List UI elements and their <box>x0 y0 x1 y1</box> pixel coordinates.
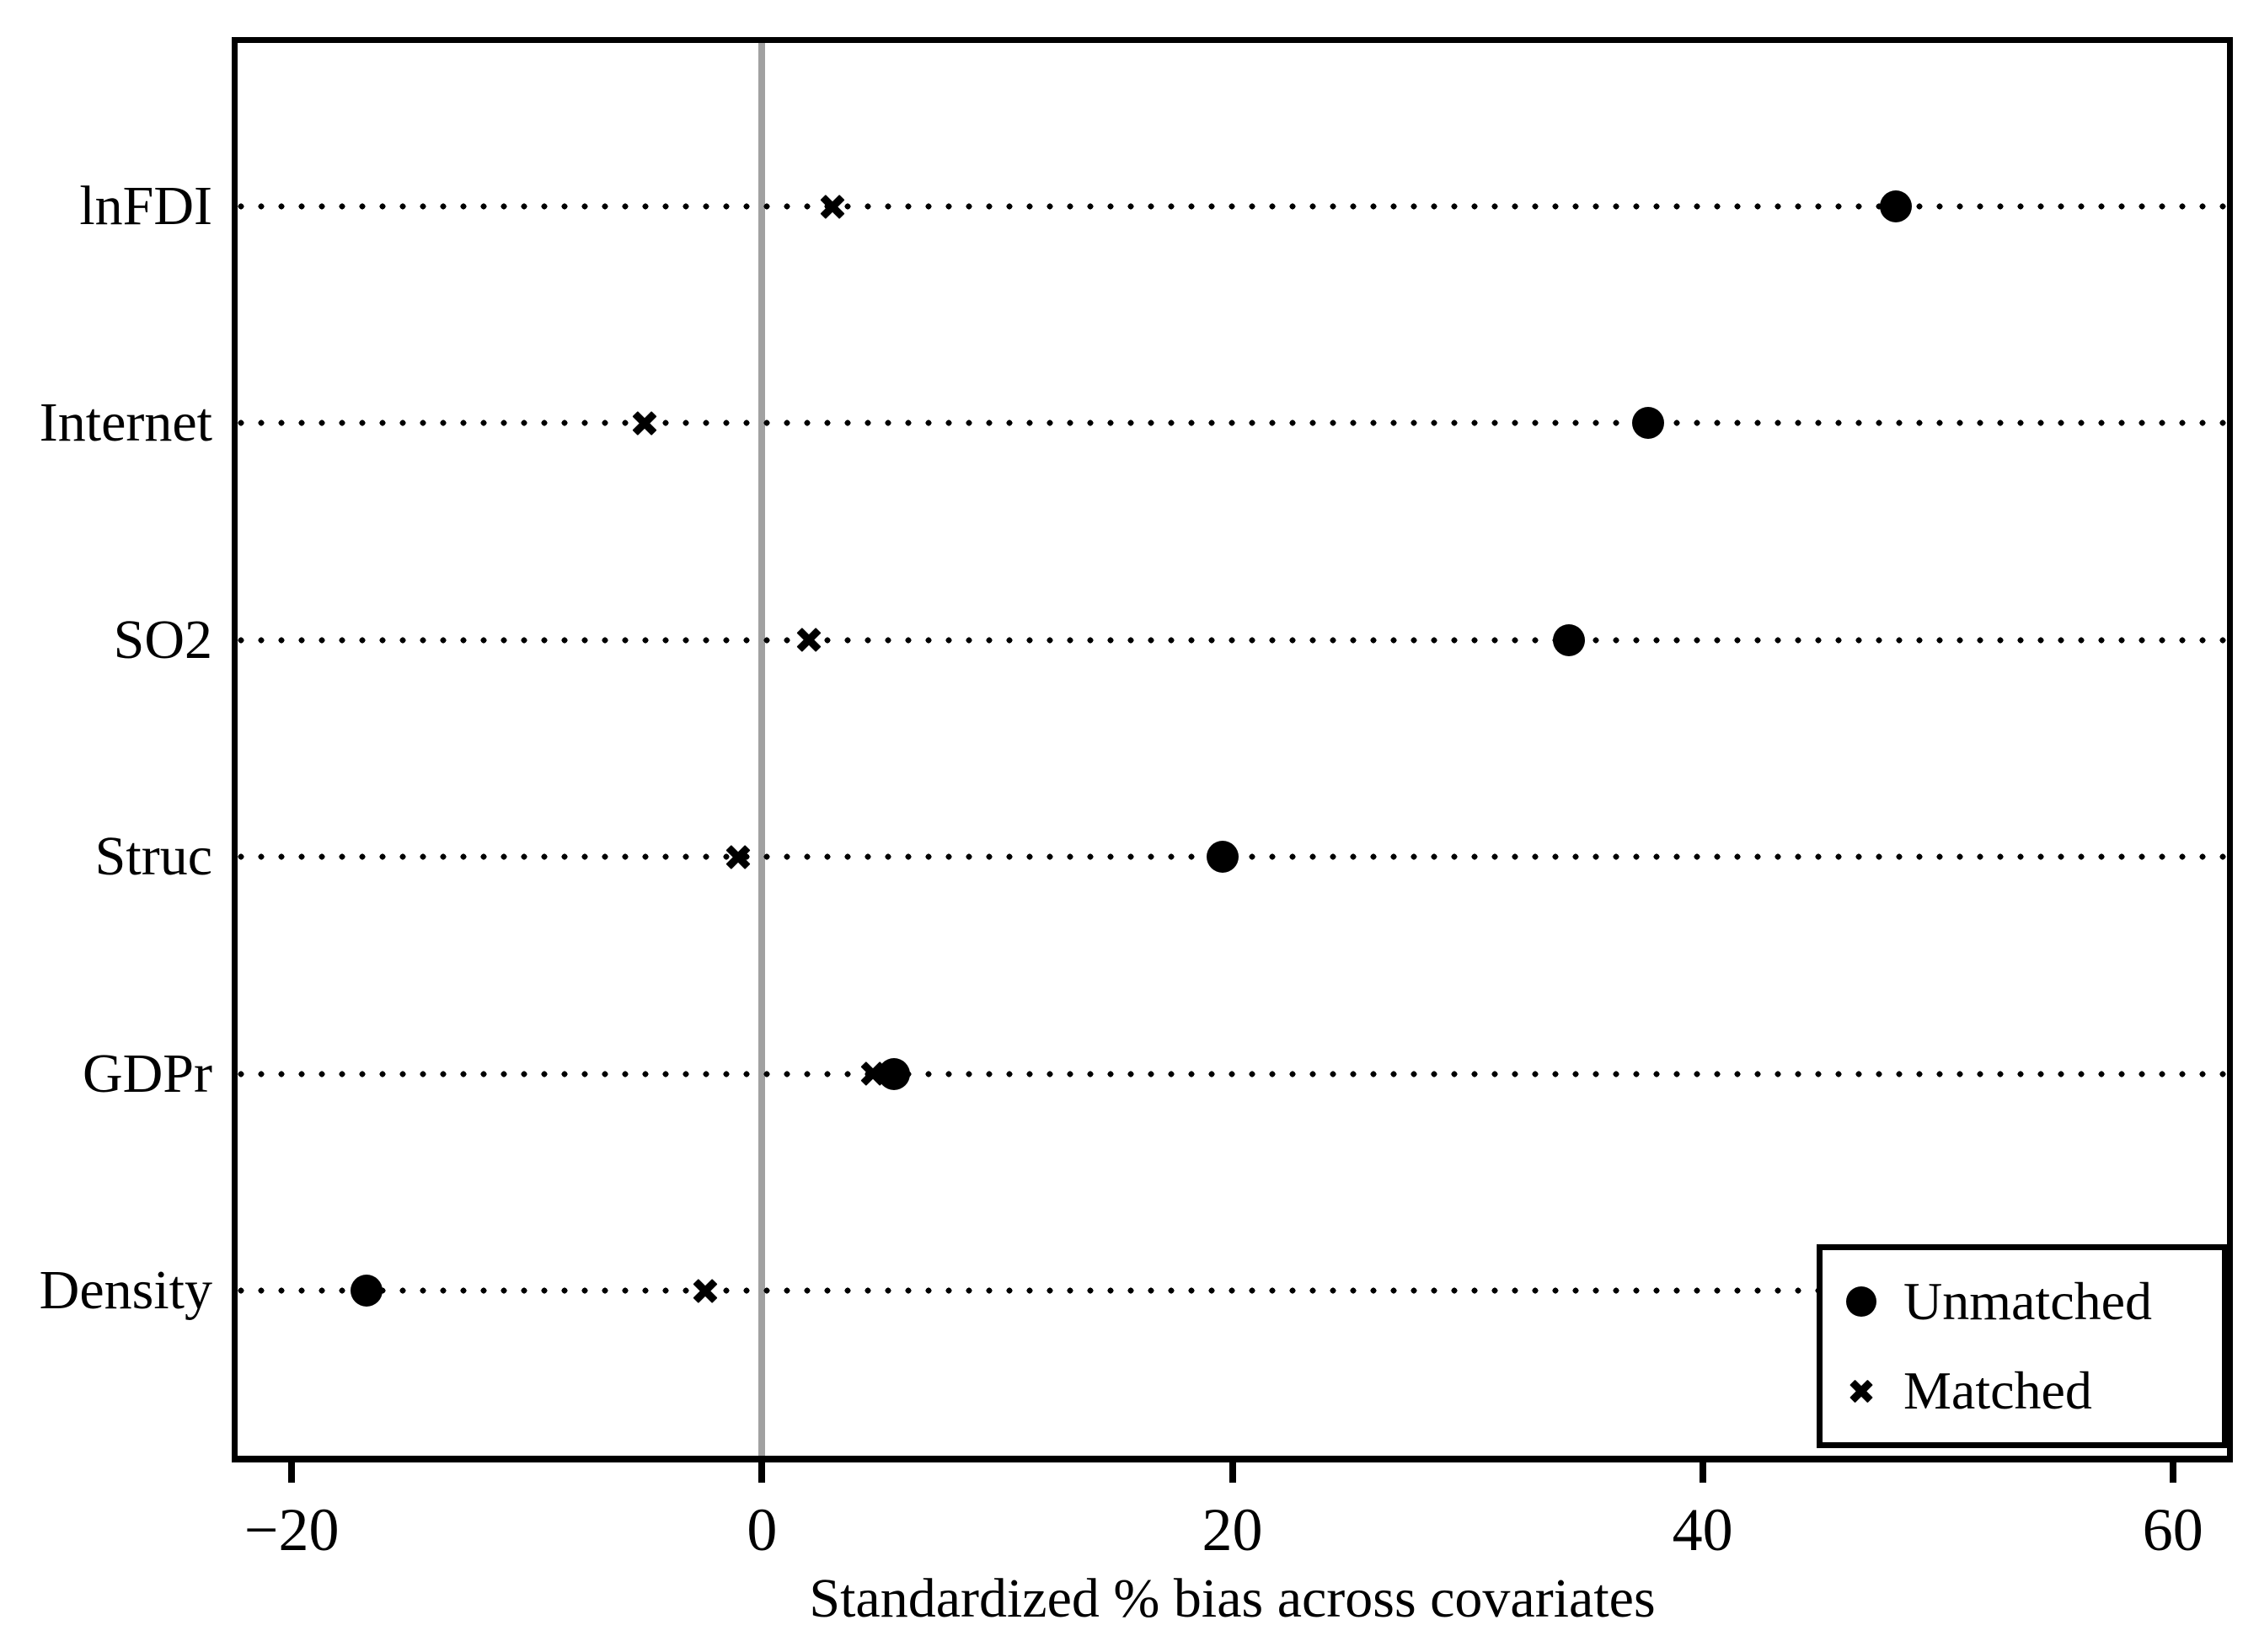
zero-reference-line <box>758 43 766 1456</box>
matched-marker-gdpr <box>860 1061 886 1087</box>
x-tick-label-20: 20 <box>1202 1496 1263 1564</box>
unmatched-marker-internet <box>1632 407 1665 440</box>
legend-marker-cell <box>1841 1286 1882 1317</box>
y-axis-label-lnfdi: lnFDI <box>79 175 212 237</box>
x-tick--20 <box>288 1462 296 1483</box>
category-dotted-line-so2 <box>238 636 2227 644</box>
x-tick-60 <box>2169 1462 2176 1483</box>
matched-marker-so2 <box>796 628 822 653</box>
x-tick-label--20: −20 <box>244 1496 340 1564</box>
x-tick-label-60: 60 <box>2142 1496 2203 1564</box>
y-axis-label-struc: Struc <box>94 826 212 888</box>
unmatched-circle-icon <box>1846 1286 1876 1317</box>
x-tick-label-0: 0 <box>747 1496 778 1564</box>
category-dotted-line-gdpr <box>238 1070 2227 1077</box>
matched-marker-internet <box>632 410 657 436</box>
x-axis-title: Standardized % bias across covariates <box>809 1568 1656 1629</box>
legend-label-unmatched: Unmatched <box>1903 1271 2152 1331</box>
legend-label-matched: Matched <box>1903 1361 2092 1420</box>
y-axis-label-internet: Internet <box>39 392 212 454</box>
x-tick-label-40: 40 <box>1672 1496 1733 1564</box>
matched-x-icon <box>1849 1379 1873 1403</box>
x-tick-0 <box>758 1462 766 1483</box>
legend-item-matched: Matched <box>1841 1353 2222 1429</box>
unmatched-marker-lnfdi <box>1879 190 1912 222</box>
unmatched-marker-density <box>351 1275 383 1307</box>
category-dotted-line-density <box>238 1287 2227 1294</box>
x-tick-40 <box>1699 1462 1706 1483</box>
category-dotted-line-internet <box>238 420 2227 427</box>
y-axis-label-density: Density <box>39 1259 212 1321</box>
x-tick-20 <box>1229 1462 1236 1483</box>
legend-marker-cell <box>1841 1379 1882 1403</box>
legend: Unmatched Matched <box>1817 1244 2228 1448</box>
matched-marker-density <box>693 1278 718 1303</box>
matched-marker-lnfdi <box>820 194 845 219</box>
matched-marker-struc <box>725 844 751 869</box>
y-axis-label-gdpr: GDPr <box>82 1042 212 1104</box>
unmatched-marker-struc <box>1207 841 1239 874</box>
y-axis-label-so2: SO2 <box>113 608 212 671</box>
plot-area <box>232 37 2233 1462</box>
legend-item-unmatched: Unmatched <box>1841 1264 2222 1339</box>
category-dotted-line-lnfdi <box>238 203 2227 210</box>
unmatched-marker-so2 <box>1552 623 1585 656</box>
